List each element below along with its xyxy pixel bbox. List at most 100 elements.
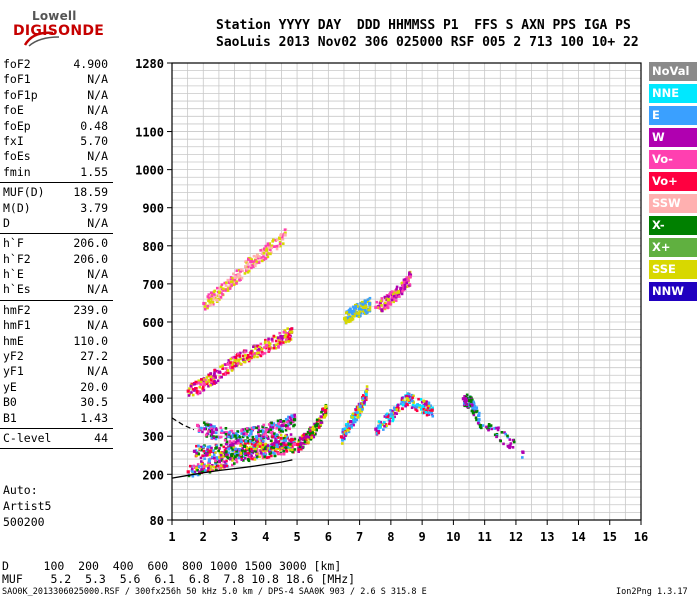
echo-point bbox=[275, 443, 279, 447]
param-row: h`F2 206.0 bbox=[0, 252, 113, 267]
echo-point bbox=[227, 281, 231, 285]
echo-point bbox=[297, 440, 301, 443]
echo-point bbox=[426, 412, 430, 415]
x-tick-label: 11 bbox=[477, 530, 491, 544]
echo-point bbox=[246, 439, 249, 443]
echo-point bbox=[246, 453, 250, 457]
echo-point bbox=[210, 433, 214, 437]
echo-point bbox=[287, 419, 290, 423]
echo-point bbox=[233, 359, 237, 363]
echo-point bbox=[511, 439, 515, 442]
echo-point bbox=[278, 430, 282, 434]
echo-point bbox=[225, 430, 228, 434]
echo-point bbox=[343, 427, 347, 431]
echo-point bbox=[271, 451, 275, 454]
echo-point bbox=[403, 285, 407, 289]
echo-point bbox=[277, 440, 281, 443]
echo-point bbox=[270, 338, 274, 341]
echo-point bbox=[252, 441, 256, 445]
echo-point bbox=[284, 417, 288, 421]
param-name: hmE bbox=[3, 333, 24, 348]
param-name: C-level bbox=[3, 430, 52, 445]
echo-point bbox=[246, 358, 250, 361]
echo-point bbox=[414, 408, 418, 411]
echo-point bbox=[319, 415, 323, 418]
echo-point bbox=[217, 290, 222, 294]
echo-point bbox=[273, 443, 276, 447]
echo-point bbox=[215, 456, 219, 459]
echo-point bbox=[269, 431, 273, 434]
echo-point bbox=[288, 427, 291, 431]
echo-point bbox=[225, 440, 229, 444]
echo-point bbox=[240, 429, 243, 432]
echo-point bbox=[424, 411, 428, 414]
echo-point bbox=[404, 404, 407, 408]
echo-point bbox=[283, 335, 287, 339]
param-separator bbox=[0, 448, 113, 450]
echo-point bbox=[303, 440, 307, 444]
echo-point bbox=[249, 451, 253, 455]
echo-point bbox=[255, 436, 259, 440]
echo-point bbox=[209, 376, 213, 380]
echo-point bbox=[275, 244, 279, 248]
echo-point bbox=[521, 456, 524, 459]
echo-point bbox=[286, 443, 289, 447]
echo-point bbox=[377, 426, 381, 430]
x-tick-label: 9 bbox=[419, 530, 426, 544]
echo-point bbox=[323, 407, 326, 410]
echo-point bbox=[187, 394, 191, 397]
echo-point bbox=[230, 280, 233, 284]
echo-point bbox=[211, 375, 215, 378]
echo-point bbox=[351, 414, 354, 417]
echo-point bbox=[385, 424, 388, 428]
echo-point bbox=[259, 449, 262, 452]
echo-point bbox=[223, 281, 227, 285]
echo-point bbox=[245, 267, 249, 271]
echo-point bbox=[285, 420, 289, 424]
echo-point bbox=[231, 441, 234, 445]
legend-item-e: E bbox=[649, 106, 697, 125]
echo-point bbox=[234, 447, 238, 451]
echo-point bbox=[289, 444, 292, 448]
echo-point bbox=[361, 397, 365, 400]
echo-point bbox=[219, 285, 223, 289]
echo-point bbox=[479, 423, 482, 427]
echo-point bbox=[255, 438, 259, 441]
echo-point bbox=[218, 287, 222, 290]
echo-point bbox=[388, 422, 391, 426]
echo-point bbox=[235, 269, 239, 272]
echo-point bbox=[234, 441, 238, 444]
echo-point bbox=[394, 296, 398, 299]
echo-point bbox=[242, 444, 247, 448]
echo-point bbox=[495, 426, 498, 430]
y-tick-label: 1280 bbox=[135, 57, 164, 71]
echo-point bbox=[217, 459, 222, 464]
echo-point bbox=[225, 363, 229, 366]
echo-point bbox=[266, 430, 270, 434]
echo-point bbox=[342, 317, 347, 321]
echo-point bbox=[235, 364, 238, 367]
echo-point bbox=[205, 435, 209, 438]
echo-point bbox=[206, 295, 210, 299]
echo-point bbox=[279, 244, 282, 248]
echo-point bbox=[265, 247, 269, 250]
echo-point bbox=[214, 468, 218, 472]
echo-point bbox=[221, 367, 224, 370]
echo-point bbox=[319, 423, 323, 426]
x-tick-label: 3 bbox=[231, 530, 238, 544]
echo-point bbox=[503, 431, 506, 434]
legend-item-x: X+ bbox=[649, 238, 697, 257]
echo-point bbox=[508, 438, 512, 441]
echo-point bbox=[390, 290, 394, 293]
echo-point bbox=[222, 451, 225, 455]
echo-point bbox=[264, 453, 268, 456]
echo-point bbox=[235, 354, 239, 357]
echo-point bbox=[271, 435, 274, 438]
echo-point bbox=[379, 299, 383, 303]
echo-point bbox=[302, 438, 305, 441]
echo-point bbox=[230, 284, 234, 287]
echo-point bbox=[245, 427, 249, 430]
echo-point bbox=[217, 464, 220, 468]
echo-point bbox=[490, 427, 493, 431]
echo-point bbox=[242, 455, 245, 459]
